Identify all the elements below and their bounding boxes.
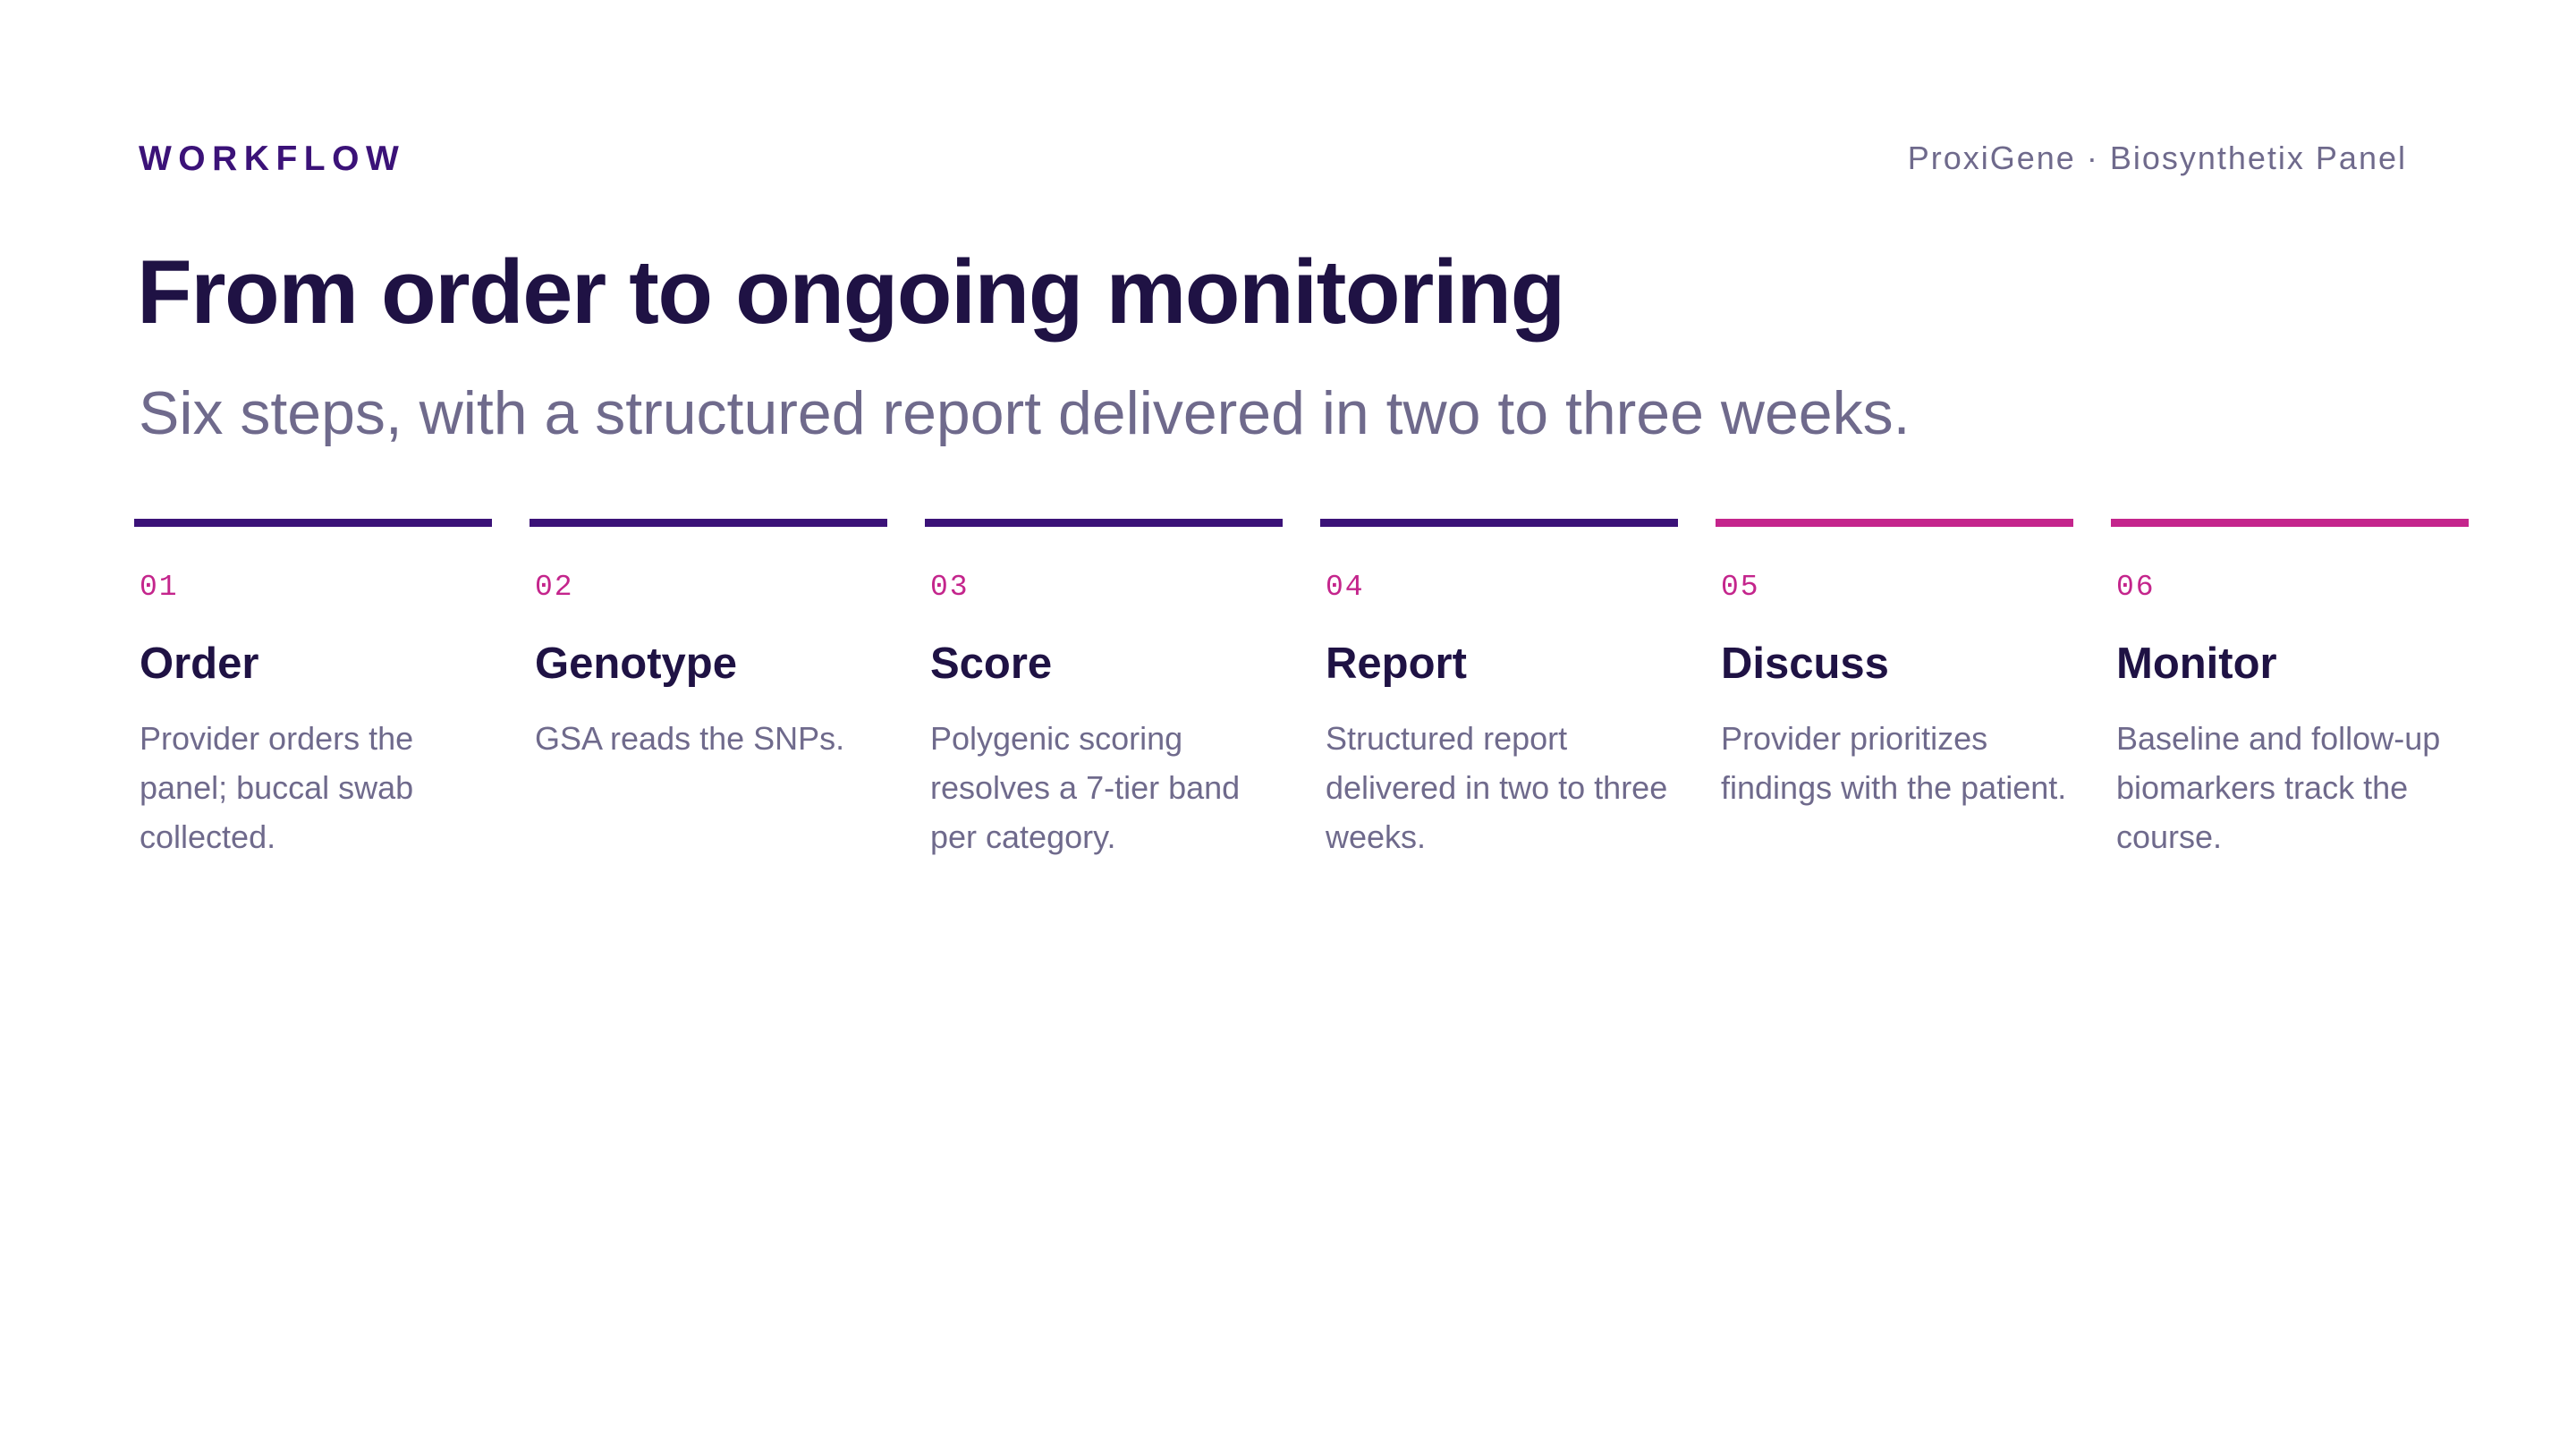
step-title: Discuss (1721, 640, 1889, 688)
step-genotype: 02 Genotype GSA reads the SNPs. (530, 519, 887, 861)
step-number: 04 (1326, 571, 1365, 604)
step-title: Report (1326, 640, 1467, 688)
step-discuss: 05 Discuss Provider prioritizes findings… (1716, 519, 2073, 861)
step-title: Monitor (2116, 640, 2277, 688)
brand-label: ProxiGene · Biosynthetix Panel (1907, 140, 2407, 176)
step-description: Structured report delivered in two to th… (1326, 720, 1668, 855)
step-number: 03 (930, 571, 970, 604)
step-number: 05 (1721, 571, 1760, 604)
step-description: Provider prioritizes findings with the p… (1721, 720, 2067, 806)
step-bar (1716, 519, 2073, 527)
step-order: 01 Order Provider orders the panel; bucc… (134, 519, 492, 861)
step-description: GSA reads the SNPs. (535, 720, 845, 757)
step-title: Genotype (535, 640, 737, 688)
step-number: 02 (535, 571, 574, 604)
step-bar (1320, 519, 1678, 527)
step-bar (925, 519, 1283, 527)
step-bar (2111, 519, 2469, 527)
step-score: 03 Score Polygenic scoring resolves a 7-… (925, 519, 1283, 861)
step-description: Polygenic scoring resolves a 7-tier band… (930, 720, 1241, 855)
step-number: 06 (2116, 571, 2156, 604)
step-description: Baseline and follow-up biomarkers track … (2116, 720, 2441, 855)
page-subtitle: Six steps, with a structured report deli… (139, 379, 1911, 447)
step-number: 01 (140, 571, 179, 604)
page-title: From order to ongoing monitoring (137, 242, 1565, 343)
step-title: Order (140, 640, 259, 688)
step-description: Provider orders the panel; buccal swab c… (140, 720, 414, 855)
step-title: Score (930, 640, 1053, 688)
step-bar (530, 519, 887, 527)
step-report: 04 Report Structured report delivered in… (1320, 519, 1678, 861)
workflow-steps: 01 Order Provider orders the panel; bucc… (134, 519, 2469, 861)
step-bar (134, 519, 492, 527)
step-monitor: 06 Monitor Baseline and follow-up biomar… (2111, 519, 2469, 861)
section-eyebrow: WORKFLOW (139, 140, 406, 178)
